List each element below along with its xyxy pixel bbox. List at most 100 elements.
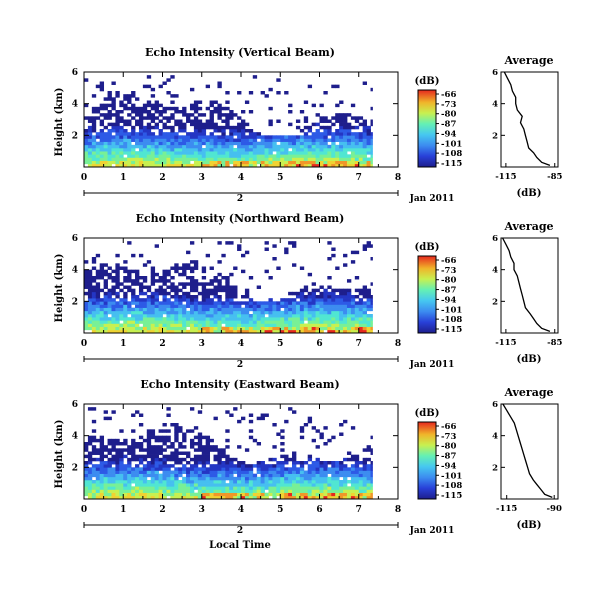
heatmap-cell — [248, 91, 254, 95]
heatmap-cell — [193, 329, 199, 334]
heatmap-cell — [323, 489, 328, 493]
heatmap-cell — [99, 113, 105, 117]
heatmap-cell — [91, 480, 97, 484]
heatmap-cell — [362, 119, 367, 123]
heatmap-cell — [107, 329, 112, 334]
heatmap-cell — [127, 148, 132, 152]
heatmap-cell — [315, 113, 320, 117]
heatmap-cell — [323, 119, 328, 123]
heatmap-cell — [292, 483, 297, 487]
heatmap-cell — [142, 163, 148, 168]
heatmap-cell — [225, 91, 230, 95]
heatmap-cell — [166, 163, 171, 168]
heatmap-cell — [213, 160, 218, 165]
heatmap-cell — [327, 125, 332, 130]
heatmap-cell — [284, 483, 289, 487]
heatmap-cell — [268, 329, 273, 334]
heatmap-cell — [350, 260, 356, 264]
heatmap-cell — [84, 470, 89, 474]
heatmap-cell — [111, 304, 116, 308]
heatmap-cell — [99, 266, 105, 270]
heatmap-cell — [158, 301, 163, 305]
heatmap-cell — [127, 476, 132, 481]
heatmap-cell — [272, 148, 277, 152]
heatmap-cell — [131, 148, 136, 152]
heatmap-cell — [87, 163, 93, 168]
heatmap-cell — [299, 473, 305, 478]
heatmap-cell — [307, 495, 313, 500]
heatmap-cell — [358, 298, 364, 302]
heatmap-cell — [244, 483, 250, 487]
heatmap-cell — [119, 473, 124, 478]
heatmap-cell — [115, 282, 120, 286]
heatmap-cell — [146, 260, 152, 264]
heatmap-cell — [362, 314, 367, 318]
heatmap-cell — [260, 301, 265, 305]
heatmap-cell — [350, 454, 356, 459]
heatmap-cell — [162, 454, 167, 459]
heatmap-cell — [225, 295, 230, 299]
heatmap-cell — [127, 141, 132, 146]
heatmap-cell — [91, 288, 97, 293]
heatmap-cell — [111, 106, 116, 111]
heatmap-cell — [307, 457, 313, 462]
heatmap-cell — [135, 489, 140, 493]
heatmap-cell — [209, 110, 214, 114]
heatmap-cell — [280, 163, 285, 168]
heatmap-cell — [154, 279, 159, 283]
heatmap-cell — [131, 486, 136, 490]
heatmap-cell — [178, 154, 183, 158]
heatmap-cell — [335, 119, 340, 123]
heatmap-cell — [178, 298, 183, 302]
heatmap-cell — [138, 423, 144, 427]
heatmap-cell — [154, 326, 159, 331]
heatmap-cell — [158, 163, 163, 168]
heatmap-cell — [197, 138, 203, 142]
heatmap-cell — [115, 279, 120, 283]
heatmap-cell — [323, 157, 328, 161]
heatmap-cell — [182, 298, 187, 302]
heatmap-cell — [366, 448, 371, 452]
average-xlabel: (dB) — [517, 188, 542, 199]
heatmap-cell — [229, 129, 234, 133]
heatmap-cell — [350, 486, 356, 490]
heatmap-cell — [193, 320, 199, 324]
heatmap-cell — [166, 492, 171, 497]
heatmap-cell — [201, 310, 207, 315]
heatmap-cell — [311, 329, 316, 334]
heatmap-cell — [221, 144, 226, 149]
heatmap-cell — [213, 483, 218, 487]
heatmap-cell — [370, 307, 373, 312]
heatmap-cell — [244, 307, 250, 312]
heatmap-cell — [87, 310, 93, 315]
heatmap-cell — [135, 480, 140, 484]
heatmap-cell — [182, 435, 187, 440]
heatmap-cell — [229, 470, 234, 474]
heatmap-cell — [343, 151, 348, 155]
heatmap-cell — [146, 138, 152, 142]
heatmap-cell — [229, 154, 234, 158]
heatmap-cell — [248, 148, 254, 152]
heatmap-cell — [209, 141, 214, 146]
heatmap-cell — [237, 244, 242, 248]
heatmap-cell — [284, 486, 289, 490]
heatmap-cell — [115, 320, 120, 324]
heatmap-cell — [142, 473, 148, 478]
heatmap-cell — [315, 470, 320, 474]
heatmap-cell — [237, 141, 242, 146]
heatmap-cell — [335, 326, 340, 331]
heatmap-cell — [354, 314, 360, 318]
heatmap-cell — [248, 495, 254, 500]
heatmap-cell — [170, 326, 175, 331]
colorbar-tick-label: -94 — [441, 129, 456, 139]
heatmap-cell — [201, 141, 207, 146]
heatmap-cell — [327, 298, 332, 302]
heatmap-cell — [292, 314, 297, 318]
heatmap-cell — [178, 151, 183, 155]
heatmap-cell — [311, 163, 316, 168]
heatmap-cell — [288, 151, 293, 155]
heatmap-cell — [182, 320, 187, 324]
heatmap-cell — [237, 467, 242, 471]
heatmap-cell — [201, 157, 207, 161]
heatmap-cell — [366, 445, 371, 449]
